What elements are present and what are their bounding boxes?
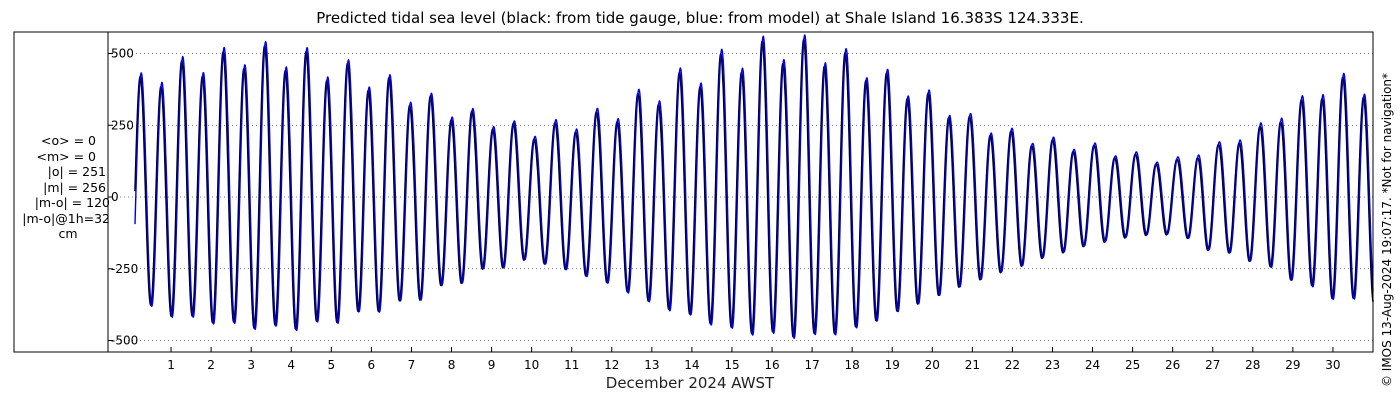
x-tick-label: 24 xyxy=(1085,358,1100,372)
x-tick-label: 16 xyxy=(764,358,779,372)
x-tick-label: 6 xyxy=(368,358,376,372)
y-tick-label: 500 xyxy=(111,47,134,61)
x-tick-label: 2 xyxy=(207,358,215,372)
y-tick-label: 0 xyxy=(111,190,119,204)
x-tick-label: 8 xyxy=(448,358,456,372)
x-tick-label: 17 xyxy=(804,358,819,372)
x-tick-label: 18 xyxy=(845,358,860,372)
x-tick-label: 28 xyxy=(1245,358,1260,372)
stat-abs-model: |m| = 256 xyxy=(43,179,106,195)
series-line-gauge xyxy=(134,38,1374,338)
x-tick-label: 23 xyxy=(1045,358,1060,372)
gridlines xyxy=(108,53,1373,341)
x-tick-label: 3 xyxy=(247,358,255,372)
x-tick-label: 9 xyxy=(488,358,496,372)
x-tick-label: 11 xyxy=(564,358,579,372)
x-tick-label: 30 xyxy=(1325,358,1340,372)
x-tick-label: 7 xyxy=(408,358,416,372)
series-group xyxy=(134,34,1374,340)
plot-frame xyxy=(13,31,1374,353)
y-axis: 500 250 0 -250 -500 xyxy=(107,32,138,352)
x-tick-label: 26 xyxy=(1165,358,1180,372)
x-tick-label: 29 xyxy=(1285,358,1300,372)
x-tick-label: 25 xyxy=(1125,358,1140,372)
copyright-notice: © IMOS 13-Aug-2024 19:07:17. *Not for na… xyxy=(1380,72,1394,388)
y-tick-label: -500 xyxy=(111,334,138,348)
stat-unit: cm xyxy=(58,226,78,241)
stat-abs-diff-1h: |m-o|@1h=32 xyxy=(22,210,110,226)
x-tick-label: 1 xyxy=(167,358,175,372)
chart-title: Predicted tidal sea level (black: from t… xyxy=(316,9,1084,27)
stat-abs-diff: |m-o| = 120 xyxy=(34,195,110,210)
x-tick-label: 13 xyxy=(644,358,659,372)
stat-abs-obs: |o| = 251 xyxy=(47,164,106,179)
statistics-panel: <o> = 0 <m> = 0 |o| = 251 |m| = 256 |m-o… xyxy=(14,133,110,242)
x-tick-label: 4 xyxy=(287,358,295,372)
x-tick-label: 5 xyxy=(327,358,335,372)
x-tick-label: 10 xyxy=(524,358,539,372)
x-tick-label: 21 xyxy=(965,358,980,372)
series-line-model xyxy=(134,34,1374,340)
y-tick-label: -250 xyxy=(111,262,138,276)
stat-mean-model: <m> = 0 xyxy=(36,148,97,164)
x-tick-label: 15 xyxy=(724,358,739,372)
x-tick-label: 22 xyxy=(1005,358,1020,372)
x-axis-label: December 2024 AWST xyxy=(605,374,775,392)
stat-mean-obs: <o> = 0 xyxy=(41,133,96,148)
x-axis: 1 2 3 4 5 6 7 8 9 10 11 12 13 14 15 16 17 18 19 20 21 22 23 24 2… xyxy=(167,347,1341,372)
x-tick-label: 12 xyxy=(604,358,619,372)
y-tick-label: 250 xyxy=(111,118,134,132)
x-tick-label: 27 xyxy=(1205,358,1220,372)
x-tick-label: 19 xyxy=(885,358,900,372)
x-tick-label: 14 xyxy=(684,358,699,372)
x-tick-label: 20 xyxy=(925,358,940,372)
